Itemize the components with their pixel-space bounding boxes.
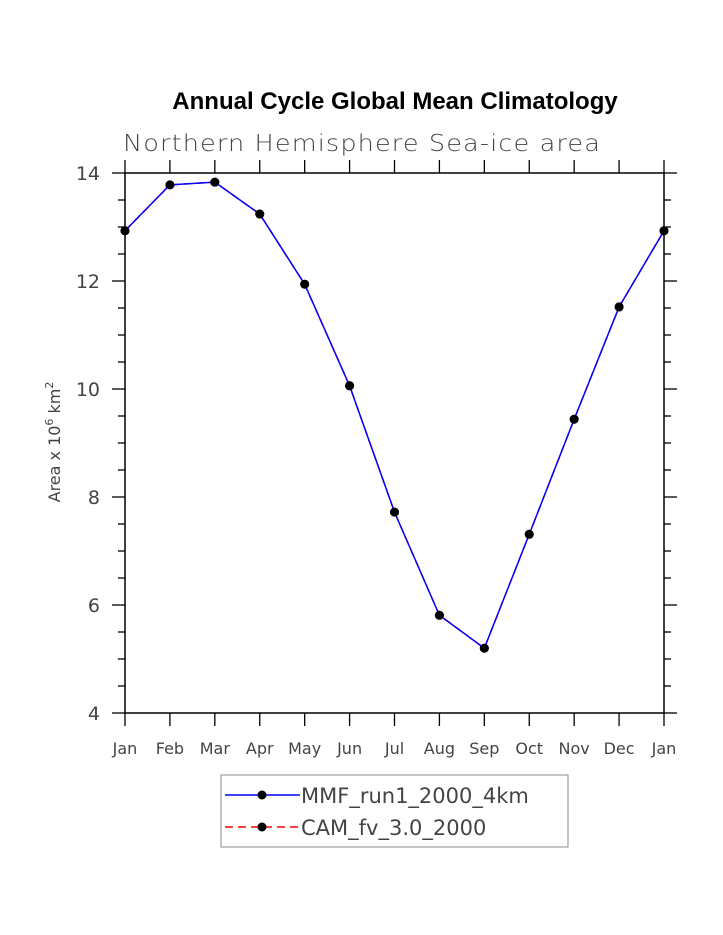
data-point [165, 180, 175, 190]
data-point [659, 226, 669, 236]
data-point [345, 381, 355, 391]
x-tick-label: Oct [515, 739, 543, 758]
data-point [569, 414, 579, 424]
x-tick-label: May [288, 739, 321, 758]
y-tick-label: 12 [76, 271, 100, 293]
series-line-MMF_run1_2000_4km [124, 181, 665, 650]
x-tick-label: Dec [604, 739, 635, 758]
plot-frame [124, 172, 665, 714]
data-point [120, 226, 130, 236]
data-point [390, 507, 399, 517]
x-tick-label: Nov [559, 739, 590, 758]
x-tick-label: Sep [469, 739, 499, 758]
data-point [255, 209, 265, 219]
y-label-base: Area x 10 [45, 426, 64, 503]
x-tick-label: Jul [384, 739, 404, 758]
data-point [479, 643, 489, 653]
y-label-unit-exp: 2 [43, 382, 56, 389]
y-label-unit: km [45, 389, 64, 419]
x-tick-label: Aug [424, 739, 455, 758]
data-point [210, 177, 220, 187]
x-tick-label: Jan [112, 739, 138, 758]
data-point [434, 610, 444, 620]
legend-marker [257, 790, 267, 800]
y-label-exp: 6 [43, 419, 56, 426]
x-tick-label: Feb [156, 739, 184, 758]
y-tick-label: 6 [88, 595, 100, 617]
legend-marker [257, 822, 267, 832]
x-tick-label: Mar [200, 739, 231, 758]
legend: MMF_run1_2000_4km CAM_fv_3.0_2000 [220, 774, 569, 848]
y-tick-label: 4 [88, 703, 100, 725]
legend-box [220, 774, 569, 848]
data-point [300, 279, 310, 289]
series-line-CAM_fv_3.0_2000 [124, 181, 665, 650]
chart-subtitle: Northern Hemisphere Sea-ice area [123, 131, 601, 157]
y-tick-label: 8 [88, 487, 100, 509]
x-tick-label: Apr [246, 739, 274, 758]
y-axis-label: Area x 106 km2 [43, 382, 64, 503]
legend-label: CAM_fv_3.0_2000 [301, 816, 486, 841]
data-point [614, 302, 624, 312]
x-tick-label: Jan [651, 739, 677, 758]
data-point [524, 529, 534, 539]
legend-label: MMF_run1_2000_4km [301, 784, 529, 809]
chart-title: Annual Cycle Global Mean Climatology [172, 88, 618, 115]
x-tick-label: Jun [336, 739, 362, 758]
y-tick-label: 10 [76, 379, 100, 401]
y-tick-label: 14 [76, 163, 100, 185]
